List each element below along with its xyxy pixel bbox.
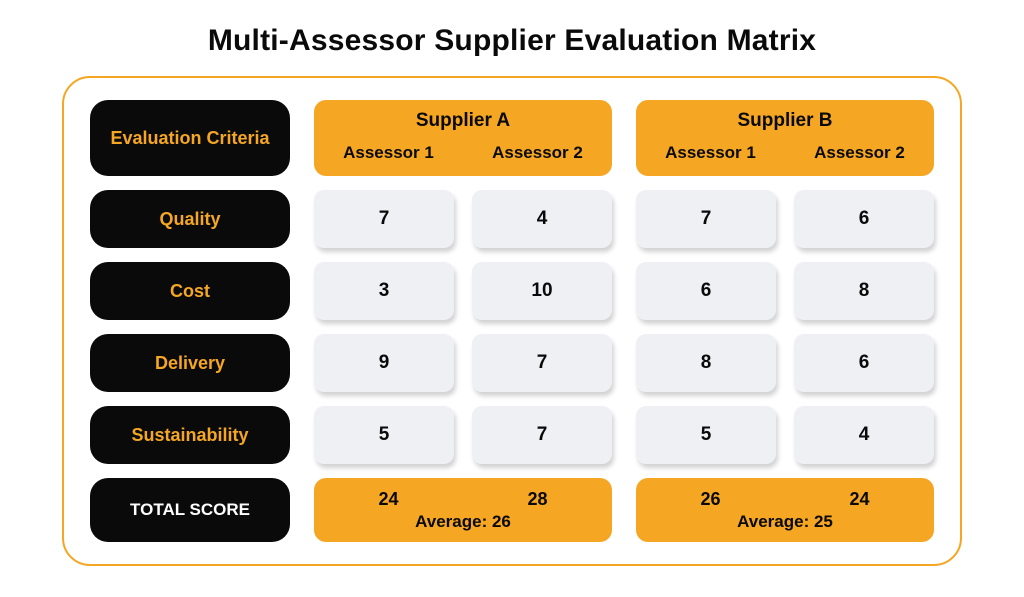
criteria-quality: Quality (90, 190, 290, 248)
score-cell: 7 (472, 406, 612, 464)
supplier-a-total-1: 24 (314, 489, 463, 510)
criteria-delivery: Delivery (90, 334, 290, 392)
score-cell: 7 (636, 190, 776, 248)
score-cell: 6 (794, 334, 934, 392)
supplier-a-delivery-scores: 9 7 (314, 334, 612, 392)
score-cell: 5 (636, 406, 776, 464)
score-cell: 10 (472, 262, 612, 320)
supplier-a-cost-scores: 3 10 (314, 262, 612, 320)
score-cell: 6 (636, 262, 776, 320)
avg-value: 25 (814, 512, 833, 531)
supplier-a-quality-scores: 7 4 (314, 190, 612, 248)
supplier-a-assessor-1-label: Assessor 1 (314, 143, 463, 168)
supplier-b-assessor-2-label: Assessor 2 (785, 143, 934, 168)
supplier-b-quality-scores: 7 6 (636, 190, 934, 248)
score-cell: 7 (472, 334, 612, 392)
score-cell: 6 (794, 190, 934, 248)
score-cell: 4 (472, 190, 612, 248)
score-cell: 7 (314, 190, 454, 248)
supplier-a-header: Supplier A Assessor 1 Assessor 2 (314, 100, 612, 176)
score-cell: 8 (794, 262, 934, 320)
score-cell: 5 (314, 406, 454, 464)
supplier-a-sustainability-scores: 5 7 (314, 406, 612, 464)
score-cell: 3 (314, 262, 454, 320)
supplier-a-average: Average: 26 (314, 512, 612, 532)
supplier-b-total-block: 26 24 Average: 25 (636, 478, 934, 542)
supplier-b-name: Supplier B (636, 110, 934, 137)
avg-prefix: Average: (415, 512, 492, 531)
score-cell: 8 (636, 334, 776, 392)
score-cell: 9 (314, 334, 454, 392)
supplier-a-total-block: 24 28 Average: 26 (314, 478, 612, 542)
page-title: Multi-Assessor Supplier Evaluation Matri… (208, 24, 816, 58)
criteria-cost: Cost (90, 262, 290, 320)
supplier-b-delivery-scores: 8 6 (636, 334, 934, 392)
supplier-b-header: Supplier B Assessor 1 Assessor 2 (636, 100, 934, 176)
supplier-b-total-1: 26 (636, 489, 785, 510)
avg-prefix: Average: (737, 512, 814, 531)
supplier-b-assessor-1-label: Assessor 1 (636, 143, 785, 168)
supplier-a-assessor-2-label: Assessor 2 (463, 143, 612, 168)
avg-value: 26 (492, 512, 511, 531)
criteria-header: Evaluation Criteria (90, 100, 290, 176)
supplier-a-total-2: 28 (463, 489, 612, 510)
supplier-b-average: Average: 25 (636, 512, 934, 532)
supplier-b-sustainability-scores: 5 4 (636, 406, 934, 464)
matrix-frame: Evaluation Criteria Supplier A Assessor … (62, 76, 962, 566)
supplier-b-cost-scores: 6 8 (636, 262, 934, 320)
criteria-sustainability: Sustainability (90, 406, 290, 464)
supplier-a-name: Supplier A (314, 110, 612, 137)
total-score-label: TOTAL SCORE (90, 478, 290, 542)
score-cell: 4 (794, 406, 934, 464)
supplier-b-total-2: 24 (785, 489, 934, 510)
matrix-grid: Evaluation Criteria Supplier A Assessor … (90, 100, 934, 542)
